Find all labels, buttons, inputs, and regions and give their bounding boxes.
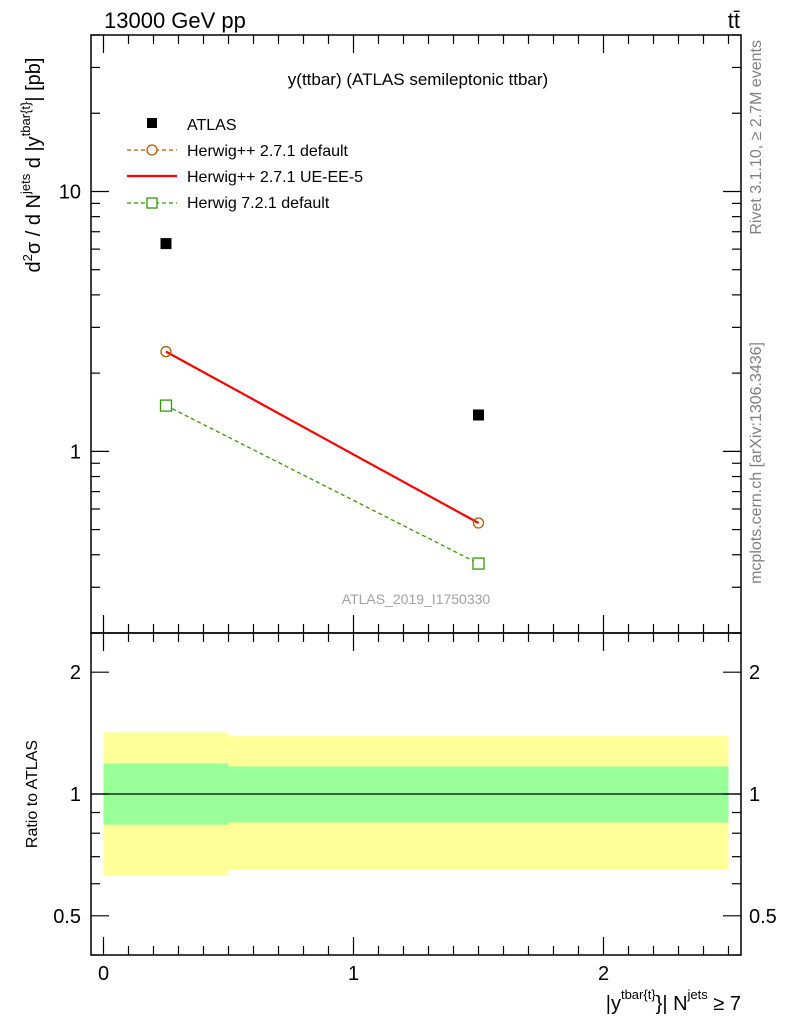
- energy-label: 13000 GeV pp: [104, 8, 246, 33]
- ratio-y-tick-label-left: 2: [70, 662, 81, 684]
- analysis-watermark: ATLAS_2019_I1750330: [342, 591, 491, 607]
- marker-herwig-7-2-1: [159, 399, 173, 412]
- legend-marker-herwig-7-2-1: [146, 197, 158, 209]
- ratio-y-tick-label-right: 0.5: [749, 906, 777, 928]
- legend-label-herwigpp-default: Herwig++ 2.7.1 default: [187, 143, 349, 160]
- main-panel: y(ttbar) (ATLAS semileptonic ttbar) ATLAS…: [18, 34, 742, 634]
- marker-atlas: [473, 409, 484, 421]
- legend-marker-herwigpp-default: [146, 144, 158, 156]
- ratio-y-axis-label: Ratio to ATLAS: [24, 740, 41, 848]
- legend-marker-atlas: [147, 118, 157, 128]
- ratio-y-tick-label-left: 0.5: [53, 906, 81, 928]
- marker-herwigpp-default: [472, 517, 485, 529]
- y-axis-label: d2σ / d Njets d |ytbar{t}| [pb]: [18, 58, 45, 273]
- series-line-herwig-7-2-1: [165, 405, 479, 565]
- ratio-y-tick-label-right: 1: [749, 784, 760, 806]
- ratio-panel: 0.5 0.5 1 1 2 2 0 1 2 Ratio to ATLAS |ytbar{t}}| N…: [24, 632, 777, 1015]
- marker-herwig-7-2-1: [472, 557, 485, 570]
- x-tick-label: 1: [348, 963, 359, 985]
- y-tick-label: 10: [59, 181, 81, 203]
- legend-label-atlas: ATLAS: [187, 117, 237, 134]
- x-tick-label: 2: [598, 963, 609, 985]
- legend-label-herwig-7-2-1: Herwig 7.2.1 default: [187, 195, 330, 212]
- ratio-y-tick-label-left: 1: [70, 784, 81, 806]
- rivet-label: Rivet 3.1.10, ≥ 2.7M events: [748, 40, 765, 235]
- legend-label-herwigpp-ue-ee-5: Herwig++ 2.7.1 UE-EE-5: [187, 169, 363, 186]
- marker-herwigpp-default: [160, 345, 172, 358]
- legend: ATLAS Herwig++ 2.7.1 default Herwig++ 2.7.…: [127, 117, 363, 212]
- process-label: tt̄: [728, 8, 740, 33]
- marker-atlas: [160, 238, 172, 250]
- chart-title: y(ttbar) (ATLAS semileptonic ttbar): [288, 70, 548, 89]
- ratio-y-tick-label-right: 2: [749, 662, 760, 684]
- mcplots-label: mcplots.cern.ch [arXiv:1306.3436]: [748, 342, 765, 584]
- series-line-herwigpp-ue-ee-5: [165, 350, 480, 524]
- y-tick-label: 1: [70, 441, 81, 463]
- x-axis-label: |ytbar{t}}| Njets ≥ 7: [606, 987, 741, 1015]
- x-tick-label: 0: [98, 963, 109, 985]
